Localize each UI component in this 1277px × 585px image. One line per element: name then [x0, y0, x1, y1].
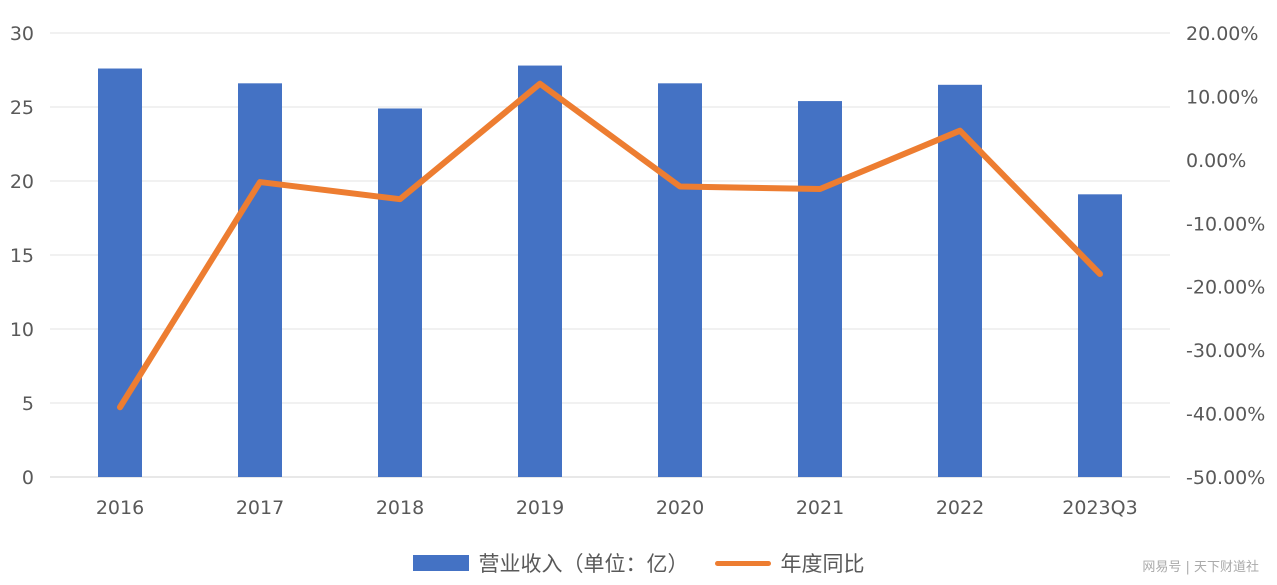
- left-axis-ticks: 0 5 10 15 20 25 30: [10, 23, 34, 489]
- legend-label-yoy: 年度同比: [780, 552, 865, 576]
- left-tick-label: 0: [22, 467, 34, 489]
- x-tick-label: 2020: [656, 497, 704, 519]
- yoy-line: [117, 80, 1103, 411]
- bar: [658, 83, 702, 477]
- watermark: 网易号 | 天下财道社: [1142, 560, 1259, 575]
- right-tick-label: 0.00%: [1186, 150, 1246, 172]
- bar: [238, 83, 282, 477]
- right-tick-label: -40.00%: [1186, 404, 1265, 426]
- x-tick-label: 2021: [796, 497, 844, 519]
- legend-item-revenue: 营业收入（单位：亿）: [412, 548, 689, 578]
- legend-swatch-line: [714, 560, 771, 566]
- x-tick-label: 2017: [236, 497, 284, 519]
- x-axis-ticks: 2016 2017 2018 2019 2020 2021 2022 2023Q3: [96, 497, 1138, 519]
- bar: [98, 68, 142, 478]
- right-axis-ticks: -50.00% -40.00% -30.00% -20.00% -10.00% 0.00%…: [1186, 23, 1265, 489]
- right-tick-label: 10.00%: [1186, 86, 1258, 108]
- left-tick-label: 25: [10, 97, 34, 119]
- legend-swatch-bar: [412, 555, 469, 571]
- left-tick-label: 20: [10, 171, 34, 193]
- legend-label-revenue: 营业收入（单位：亿）: [478, 552, 689, 576]
- right-tick-label: -30.00%: [1186, 340, 1265, 362]
- right-tick-label: 20.00%: [1186, 23, 1258, 45]
- x-tick-label: 2018: [376, 497, 424, 519]
- left-tick-label: 10: [10, 319, 34, 341]
- bar: [518, 65, 562, 477]
- bar: [1078, 194, 1122, 477]
- bar: [938, 84, 982, 478]
- bar: [798, 101, 842, 477]
- legend-item-yoy: 年度同比: [714, 548, 865, 578]
- left-tick-label: 5: [22, 393, 34, 415]
- bar-series: [98, 65, 1122, 478]
- left-tick-label: 30: [10, 23, 34, 45]
- left-tick-label: 15: [10, 245, 34, 267]
- x-tick-label: 2022: [936, 497, 984, 519]
- x-tick-label: 2023Q3: [1062, 497, 1137, 519]
- right-tick-label: -50.00%: [1186, 467, 1265, 489]
- gridlines: [50, 32, 1170, 478]
- x-tick-label: 2016: [96, 497, 144, 519]
- chart-area: 0 5 10 15 20 25 30 -50.00% -40.00% -30.00% -20.00…: [10, 23, 1266, 519]
- right-tick-label: -10.00%: [1186, 213, 1265, 235]
- x-tick-label: 2019: [516, 497, 564, 519]
- line-series: [117, 80, 1103, 411]
- bar: [378, 108, 422, 477]
- legend: 营业收入（单位：亿） 年度同比: [0, 545, 1277, 581]
- right-tick-label: -20.00%: [1186, 277, 1265, 299]
